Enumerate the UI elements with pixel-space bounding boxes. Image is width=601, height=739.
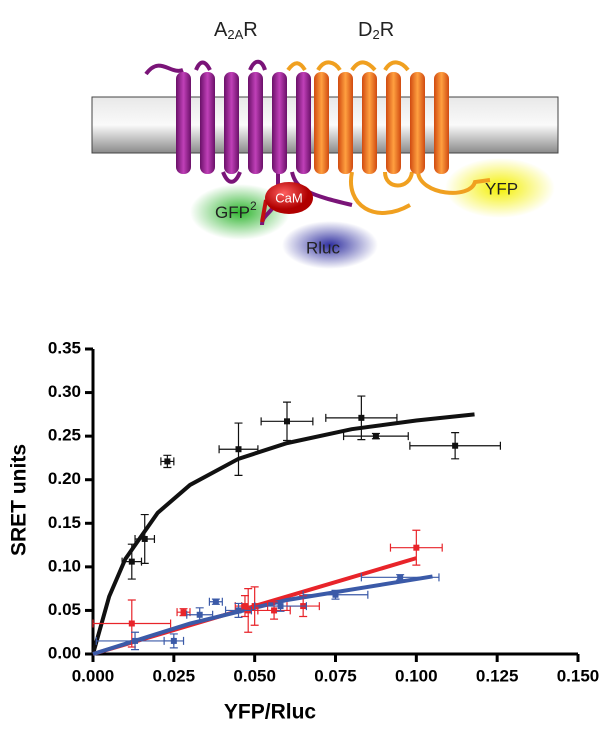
plot: 0.000 0.025 0.050 0.075 0.100 0.125 0.150 0.00 0…: [48, 338, 599, 685]
point: [358, 414, 365, 421]
rluc-glow: [282, 221, 378, 269]
yfp-label: YFP: [485, 179, 518, 198]
point: [235, 607, 242, 614]
y-tick-label: 0.30: [48, 382, 81, 401]
x-tick-label: 0.025: [153, 666, 196, 685]
point: [128, 620, 135, 627]
point: [332, 591, 339, 598]
point: [164, 458, 171, 465]
point: [277, 603, 284, 610]
rluc-label: Rluc: [306, 238, 341, 257]
gfp-label: GFP2: [215, 199, 257, 222]
y-axis-label: SRET units: [8, 444, 31, 556]
point: [452, 442, 459, 449]
x-tick-label: 0.050: [233, 666, 276, 685]
y-tick-label: 0.00: [48, 643, 81, 662]
point: [196, 611, 203, 618]
x-axis-label: YFP/Rluc: [224, 701, 317, 724]
purple-loops: [144, 59, 353, 226]
x-tick-label: 0.125: [476, 666, 519, 685]
point: [284, 418, 290, 425]
d2r-label: D2R: [358, 19, 394, 42]
a2ar-label: A2AR: [214, 19, 258, 42]
point: [141, 535, 148, 542]
cam: [265, 182, 313, 214]
d2r-helices: [314, 72, 449, 174]
x-tick-label: 0.150: [557, 666, 600, 685]
point: [413, 544, 420, 551]
y-tick-label: 0.05: [48, 600, 81, 619]
point: [128, 558, 135, 565]
point: [132, 637, 139, 644]
receptor-diagram: CaM A2AR D2R GFP2 Rluc YFP: [91, 19, 559, 269]
x-tick-label: 0.000: [72, 666, 115, 685]
point: [170, 637, 177, 644]
fit-line: [92, 574, 433, 656]
y-tick-label: 0.10: [48, 556, 81, 575]
cam-label: CaM: [275, 190, 302, 205]
point: [212, 598, 219, 605]
point: [372, 433, 379, 440]
yfp-glow: [445, 158, 555, 218]
point: [235, 446, 242, 453]
orange-loops: [286, 60, 491, 215]
fit-line: [91, 412, 475, 655]
point: [397, 574, 404, 581]
a2ar-helices: [176, 72, 311, 174]
x-tick-label: 0.075: [314, 666, 357, 685]
x-tick-label: 0.100: [395, 666, 438, 685]
y-tick-label: 0.15: [48, 513, 81, 532]
y-tick-label: 0.20: [48, 469, 81, 488]
y-tick-label: 0.25: [48, 426, 81, 445]
tether: [260, 199, 268, 223]
y-tick-label: 0.35: [48, 338, 81, 357]
point: [271, 607, 278, 614]
point: [180, 609, 187, 616]
